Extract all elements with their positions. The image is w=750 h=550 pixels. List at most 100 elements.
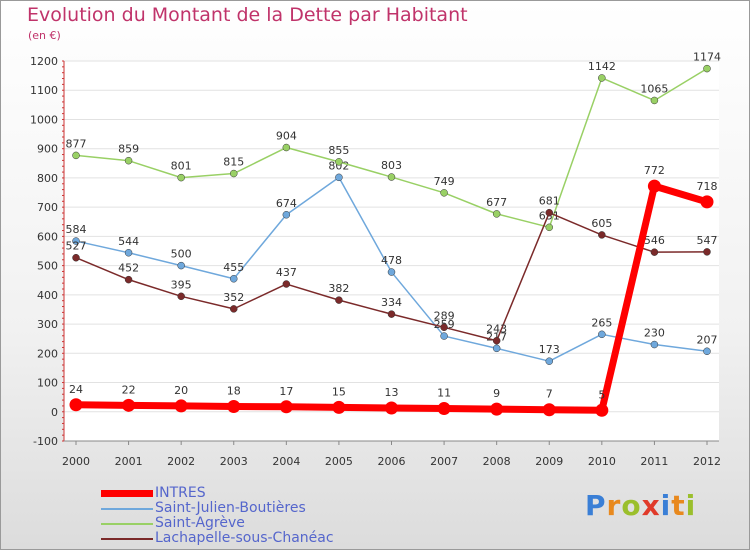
data-label: 677 <box>486 196 507 209</box>
data-label: 749 <box>434 175 455 188</box>
y-tick-label: 100 <box>37 377 58 390</box>
data-label: 20 <box>174 384 188 397</box>
y-tick-label: 1200 <box>30 55 58 68</box>
data-point <box>492 344 501 353</box>
data-label: 801 <box>171 160 192 173</box>
legend-swatch <box>101 490 153 497</box>
y-tick-label: -100 <box>33 435 58 448</box>
x-tick-label: 2012 <box>693 455 721 468</box>
data-point <box>227 400 241 414</box>
y-tick-label: 1000 <box>30 113 58 126</box>
data-point <box>385 401 398 415</box>
data-point <box>69 398 83 412</box>
x-tick-label: 2003 <box>220 455 248 468</box>
legend-swatch <box>101 523 153 525</box>
x-tick-label: 2006 <box>378 455 406 468</box>
legend: INTRES Saint-Julien-Boutières Saint-Agrève… <box>101 485 401 546</box>
data-point <box>440 332 448 340</box>
data-label: 17 <box>279 385 293 398</box>
data-label: 455 <box>223 261 244 274</box>
data-point <box>174 399 188 413</box>
data-label: 334 <box>381 296 402 309</box>
data-label: 395 <box>171 278 192 291</box>
data-label: 674 <box>276 197 297 210</box>
data-point <box>703 347 711 356</box>
data-label: 243 <box>486 323 507 336</box>
data-point <box>72 237 80 245</box>
logo-letter: i <box>660 489 672 522</box>
data-point <box>177 173 185 182</box>
data-point <box>124 156 133 165</box>
data-label: 546 <box>644 234 665 247</box>
data-label: 9 <box>493 387 500 400</box>
data-point <box>492 336 501 345</box>
legend-label: Saint-Agrève <box>155 515 245 531</box>
y-tick-label: 900 <box>37 143 58 156</box>
x-tick-label: 2000 <box>62 455 90 468</box>
data-label: 544 <box>118 235 139 248</box>
data-point <box>230 169 238 178</box>
data-point <box>335 173 343 182</box>
data-point <box>177 292 185 301</box>
data-label: 803 <box>381 159 402 172</box>
y-tick-label: 0 <box>51 406 58 419</box>
data-label: 855 <box>328 144 349 157</box>
data-point <box>700 195 714 209</box>
data-label: 1174 <box>693 51 721 64</box>
data-point <box>230 305 238 313</box>
logo-letter: i <box>685 489 697 522</box>
data-point <box>650 96 659 105</box>
y-tick-label: 700 <box>37 201 58 214</box>
x-tick-label: 2007 <box>430 455 458 468</box>
legend-label: Lachapelle-sous-Chanéac <box>155 530 334 546</box>
data-label: 815 <box>223 156 244 169</box>
data-label: 5 <box>598 388 605 401</box>
data-label: 478 <box>381 254 402 267</box>
data-point <box>387 310 396 318</box>
data-label: 1142 <box>588 60 616 73</box>
series-0: 24 22 20 18 17 15 13 11 9 7 5 772 718 <box>69 164 718 417</box>
data-label: 904 <box>276 130 297 143</box>
data-point <box>542 403 556 417</box>
data-point <box>440 323 448 332</box>
data-label: 718 <box>697 180 718 193</box>
y-tick-label: 1100 <box>30 84 58 97</box>
legend-item: Saint-Julien-Boutières <box>101 500 401 516</box>
data-label: 7 <box>546 388 553 401</box>
data-label: 877 <box>66 137 87 150</box>
data-point <box>703 248 711 256</box>
data-point <box>335 296 343 304</box>
series-2: 8778598018159048558037496776311142106511… <box>66 51 721 232</box>
y-tick-label: 200 <box>37 347 58 360</box>
data-point <box>335 158 343 166</box>
data-point <box>282 143 291 152</box>
logo-letter: r <box>606 489 622 522</box>
x-tick-label: 2009 <box>535 455 563 468</box>
legend-label: Saint-Julien-Boutières <box>155 500 306 516</box>
proxiti-logo: Proxiti <box>585 489 696 522</box>
data-point <box>230 275 238 283</box>
data-point <box>72 151 80 160</box>
legend-swatch <box>101 508 153 510</box>
data-label: 1065 <box>640 82 668 95</box>
data-point <box>545 357 553 365</box>
x-tick-label: 2011 <box>640 455 668 468</box>
data-point <box>703 64 711 73</box>
data-point <box>332 400 346 414</box>
plot-area <box>64 61 719 441</box>
data-point <box>650 248 659 256</box>
data-point <box>124 249 133 257</box>
data-label: 18 <box>227 385 241 398</box>
data-label: 527 <box>66 240 87 253</box>
data-label: 437 <box>276 266 297 279</box>
chart-subtitle: (en €) <box>28 29 61 42</box>
x-tick-label: 2008 <box>483 455 511 468</box>
data-label: 547 <box>697 234 718 247</box>
x-tick-label: 2005 <box>325 455 353 468</box>
legend-label: INTRES <box>155 485 206 501</box>
data-label: 22 <box>122 383 136 396</box>
data-point <box>595 403 609 417</box>
data-label: 500 <box>171 248 192 261</box>
data-point <box>122 398 136 412</box>
